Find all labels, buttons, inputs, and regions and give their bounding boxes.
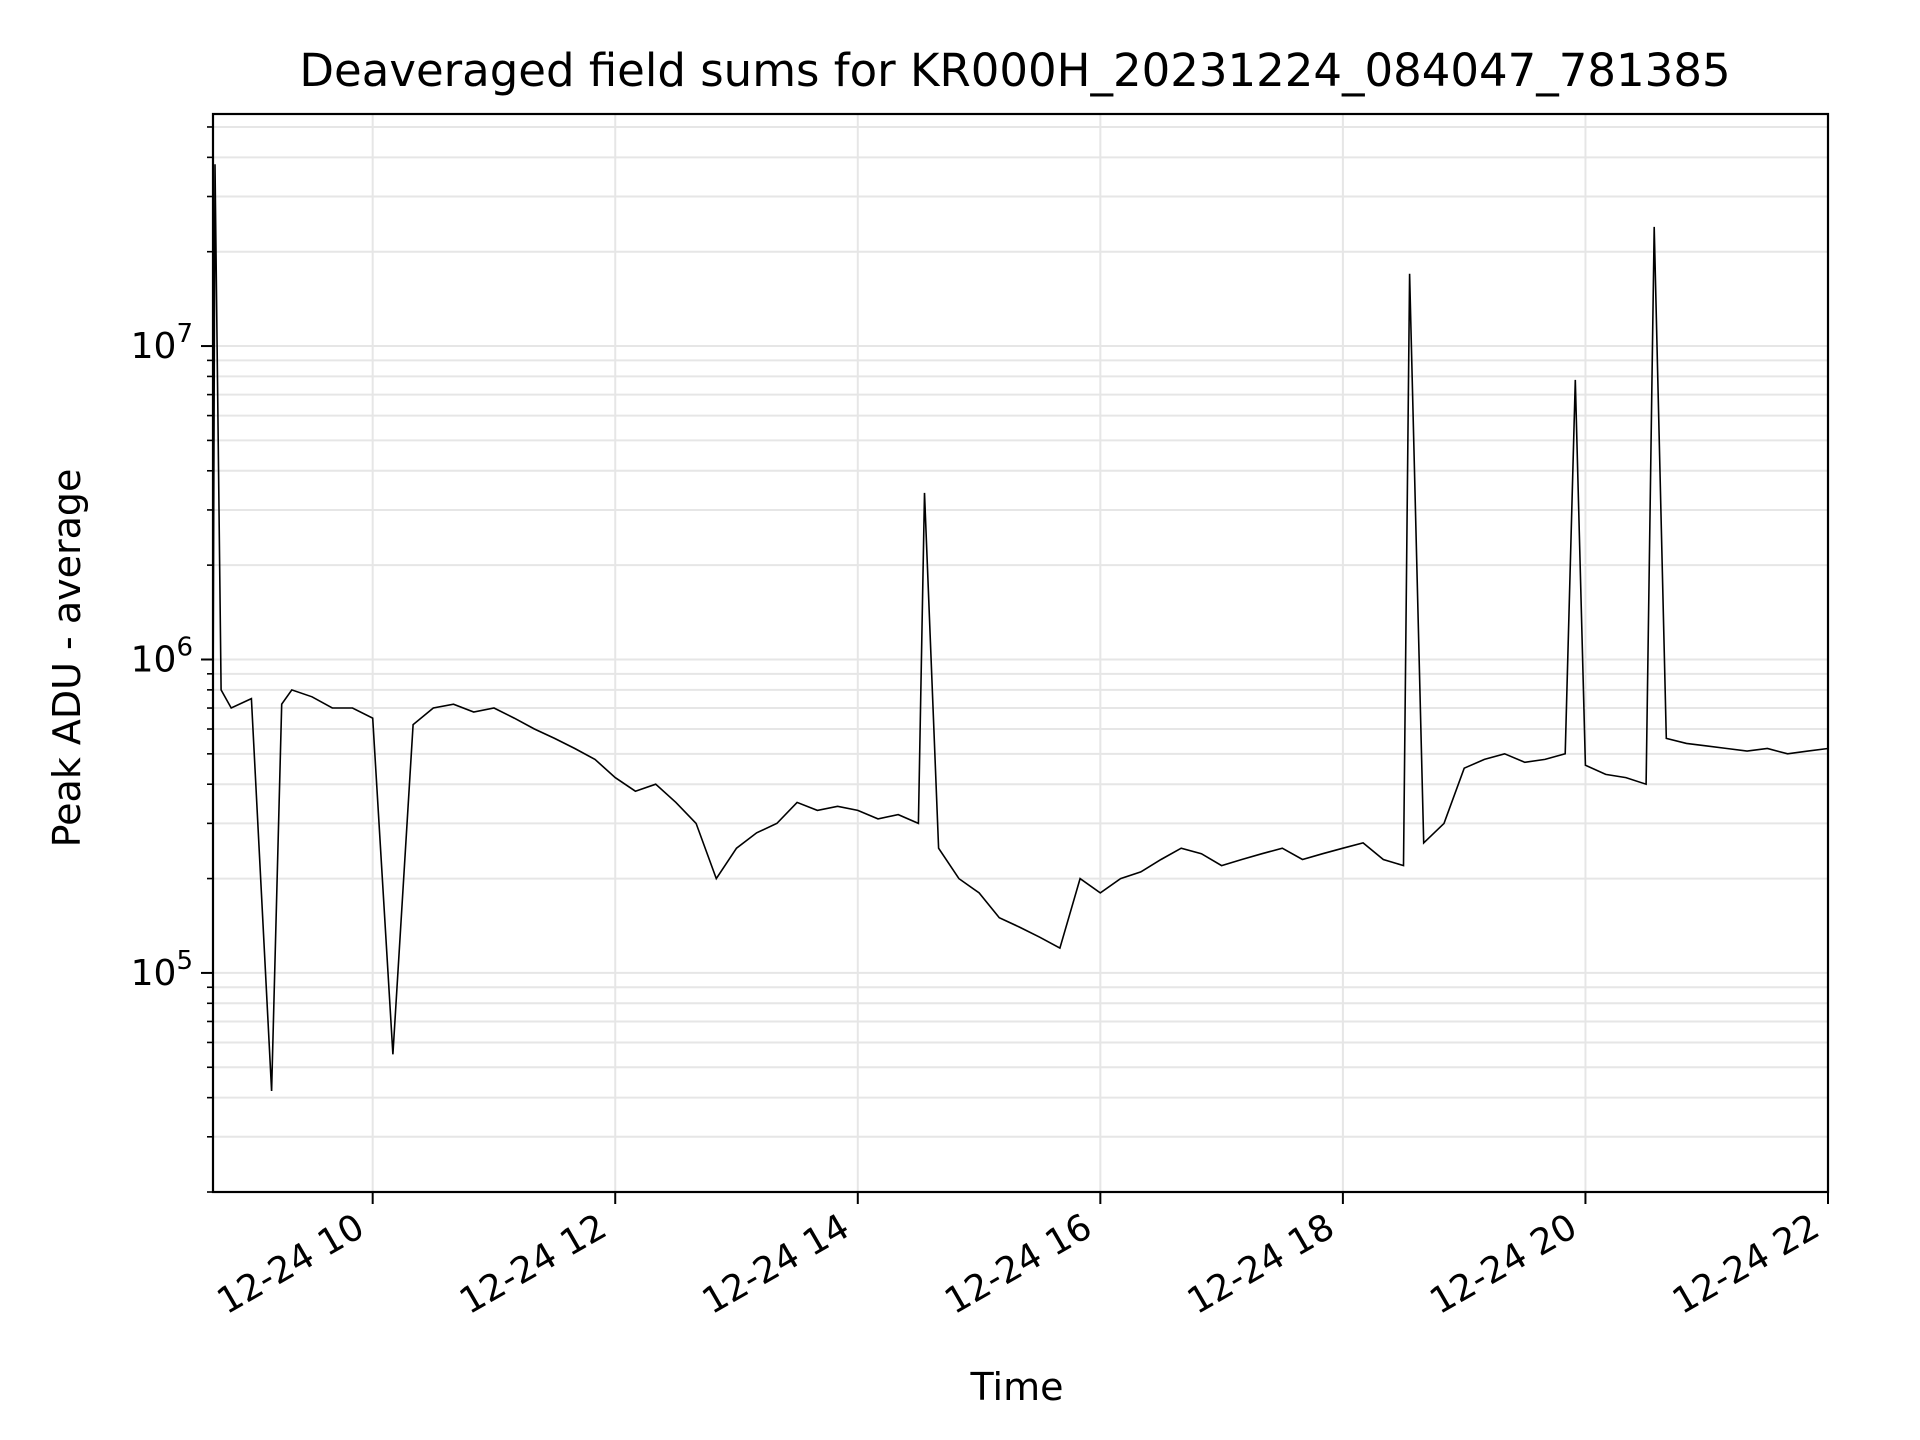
y-tick-base: 10: [131, 953, 177, 994]
plot-frame: [211, 112, 1830, 1194]
y-axis-label: Peak ADU - average: [45, 469, 89, 848]
y-tick-exponent: 6: [176, 632, 193, 662]
y-tick-label: 106: [131, 632, 193, 680]
series-line: [212, 164, 1829, 1092]
chart-title: Deaveraged field sums for KR000H_2023122…: [299, 44, 1730, 97]
y-tick-exponent: 7: [176, 319, 193, 349]
y-tick-base: 10: [131, 326, 177, 367]
grid-layer: [213, 114, 1829, 1193]
x-axis-label: Time: [970, 1365, 1064, 1409]
y-tick-label: 107: [131, 319, 193, 367]
series-layer: [212, 164, 1829, 1092]
y-tick-exponent: 5: [176, 946, 193, 976]
y-tick-label: 105: [131, 946, 193, 994]
y-tick-base: 10: [131, 639, 177, 680]
